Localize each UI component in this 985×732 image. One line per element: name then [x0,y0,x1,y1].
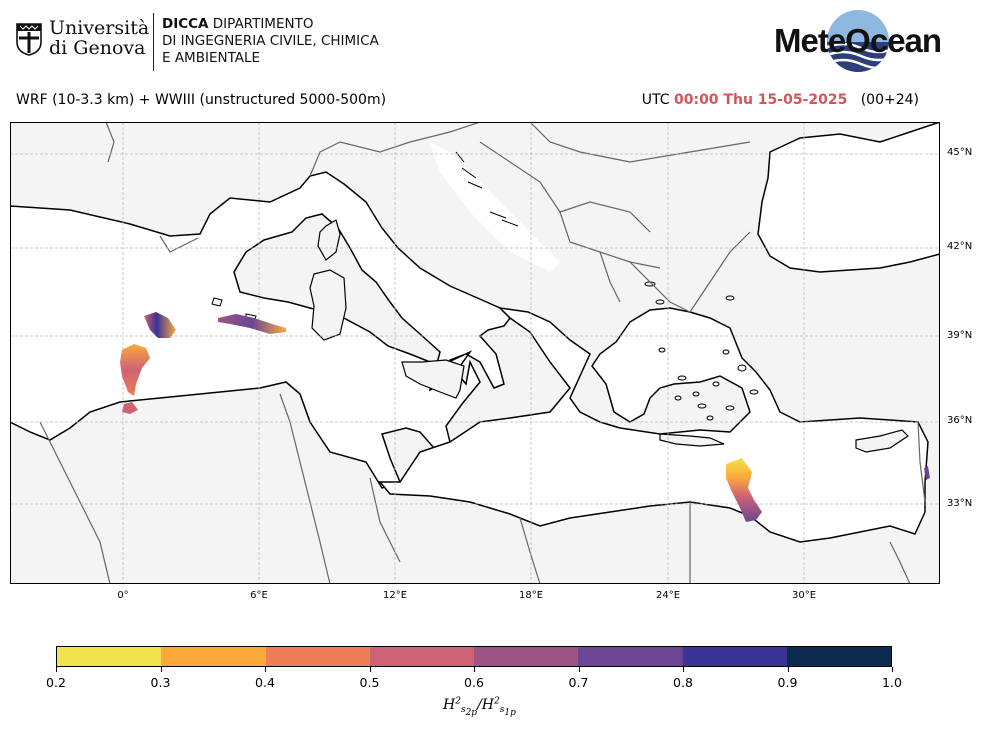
cyprus [855,429,909,453]
data-patch-balearic [144,312,176,338]
colorbar-segment [682,647,787,666]
colorbar-tick-label: 0.9 [777,675,798,690]
dept-line1: DIPARTIMENTO [208,16,314,32]
colorbar-tick-label: 0.6 [464,675,484,690]
colorbar-tick [683,667,684,672]
lon-label-6e: 6°E [250,590,268,601]
colorbar [56,646,892,667]
lon-label-30e: 30°E [791,590,817,601]
mediterranean-map [9,120,941,585]
colorbar-segment [161,647,266,666]
country-borders [39,121,926,585]
colorbar-tick-label: 1.0 [882,675,902,690]
crete [659,433,725,447]
colorbar-label-text: H2s2p/H2s1p [443,696,516,719]
map-panel[interactable] [9,120,941,585]
sea-east [378,306,929,543]
department-name: DICCA DIPARTIMENTO DI INGEGNERIA CIVILE,… [162,16,379,67]
lon-label-18e: 18°E [518,590,544,601]
colorbar-tick-label: 0.2 [46,675,66,690]
lon-label-0: 0° [117,590,129,601]
data-patch-libya [726,458,762,522]
colorbar-tick-label: 0.4 [255,675,275,690]
header-divider [153,13,154,71]
colorbar-tick-label: 0.7 [568,675,589,690]
colorbar-segment [578,647,683,666]
dept-acronym: DICCA [162,16,209,32]
lon-label-24e: 24°E [655,590,681,601]
lat-label-39: 39°N [947,330,973,341]
data-patch-alboran-south [122,402,138,414]
colorbar-tick [160,667,162,672]
lat-label-36: 36°N [947,415,973,426]
colorbar-segment [786,647,891,666]
colorbar-tick [474,667,475,672]
colorbar-tick [787,667,789,672]
lon-label-12e: 12°E [382,590,408,601]
sardinia [309,269,347,341]
unige-crest-icon [16,22,42,56]
colorbar-tick-label: 0.5 [359,675,380,690]
colorbar-tick [265,667,266,672]
data-patch-sardinia-channel [218,314,286,334]
map-frame [10,122,940,584]
colorbar-tick-label: 0.8 [673,675,693,690]
colorbar-tick [578,667,580,672]
forecast-lead: (00+24) [860,92,919,108]
lat-label-33: 33°N [947,498,973,509]
dept-line3: E AMBIENTALE [162,50,261,66]
colorbar-segment [369,647,474,666]
graticule [10,122,940,584]
data-patch-levant [924,466,930,480]
timezone-label: UTC [641,92,670,108]
forecast-datetime: 00:00 Thu 15-05-2025 [673,92,848,108]
data-patch-alboran [120,344,150,396]
meteocean-globe-icon [795,8,891,76]
lat-label-42: 42°N [947,241,973,252]
meteocean-wordmark: MeteOcean [774,22,942,59]
forecast-time: UTC 00:00 Thu 15-05-2025 (00+24) [642,92,919,108]
model-description: WRF (10-3.3 km) + WWIII (unstructured 50… [16,92,387,108]
adriatic-sea [430,142,560,272]
colorbar-tick-label: 0.3 [150,675,171,690]
university-line1: Università [49,17,150,39]
university-line2: di Genova [49,37,146,59]
colorbar-label: H2s2p/H2s1p [443,696,516,718]
colorbar-segment [265,647,370,666]
sicily [401,359,465,399]
colorbar-tick [56,667,57,672]
black-sea [757,120,941,273]
colorbar-tick [369,667,371,672]
colorbar-segment [474,647,579,666]
lat-label-45: 45°N [947,147,973,158]
colorbar-segment [57,647,162,666]
colorbar-tick [892,667,893,672]
university-name: Università di Genova [49,18,149,58]
dept-line2: DI INGEGNERIA CIVILE, CHIMICA [162,33,379,49]
corsica [317,219,341,261]
